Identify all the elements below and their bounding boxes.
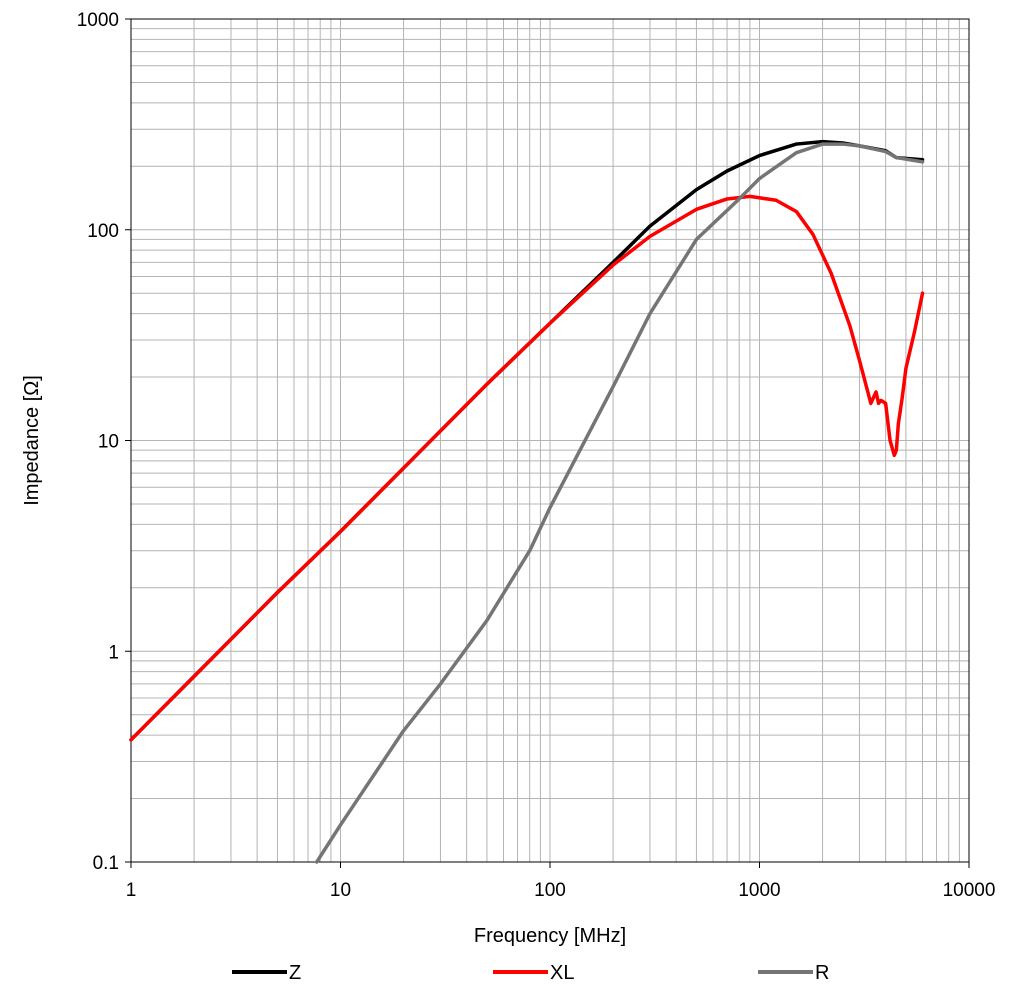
series-layer xyxy=(129,139,925,864)
legend-label-r: R xyxy=(815,962,829,984)
x-tick-label: 1 xyxy=(126,880,137,901)
x-tick-label: 1000 xyxy=(738,880,780,901)
y-tick-label: 1000 xyxy=(77,10,119,31)
grid xyxy=(130,19,969,863)
y-axis-label: Impedance [Ω] xyxy=(21,375,43,506)
x-axis-ticks: 1 10 100 1000 10000 xyxy=(126,862,996,901)
legend-label-z: Z xyxy=(289,962,301,984)
x-tick-label: 10000 xyxy=(943,880,996,901)
x-tick-label: 10 xyxy=(330,880,351,901)
x-axis-label: Frequency [MHz] xyxy=(474,925,626,947)
series-line-r xyxy=(314,142,925,864)
y-tick-label: 0.1 xyxy=(93,853,119,874)
legend: Z XL R xyxy=(232,962,829,984)
legend-label-xl: XL xyxy=(550,962,574,984)
y-tick-label: 1 xyxy=(108,642,119,663)
y-tick-label: 100 xyxy=(87,221,119,242)
y-tick-label: 10 xyxy=(98,432,119,453)
series-line-xl xyxy=(129,194,925,742)
x-tick-label: 100 xyxy=(534,880,566,901)
y-axis-ticks: 0.1 1 10 100 1000 xyxy=(77,10,131,874)
